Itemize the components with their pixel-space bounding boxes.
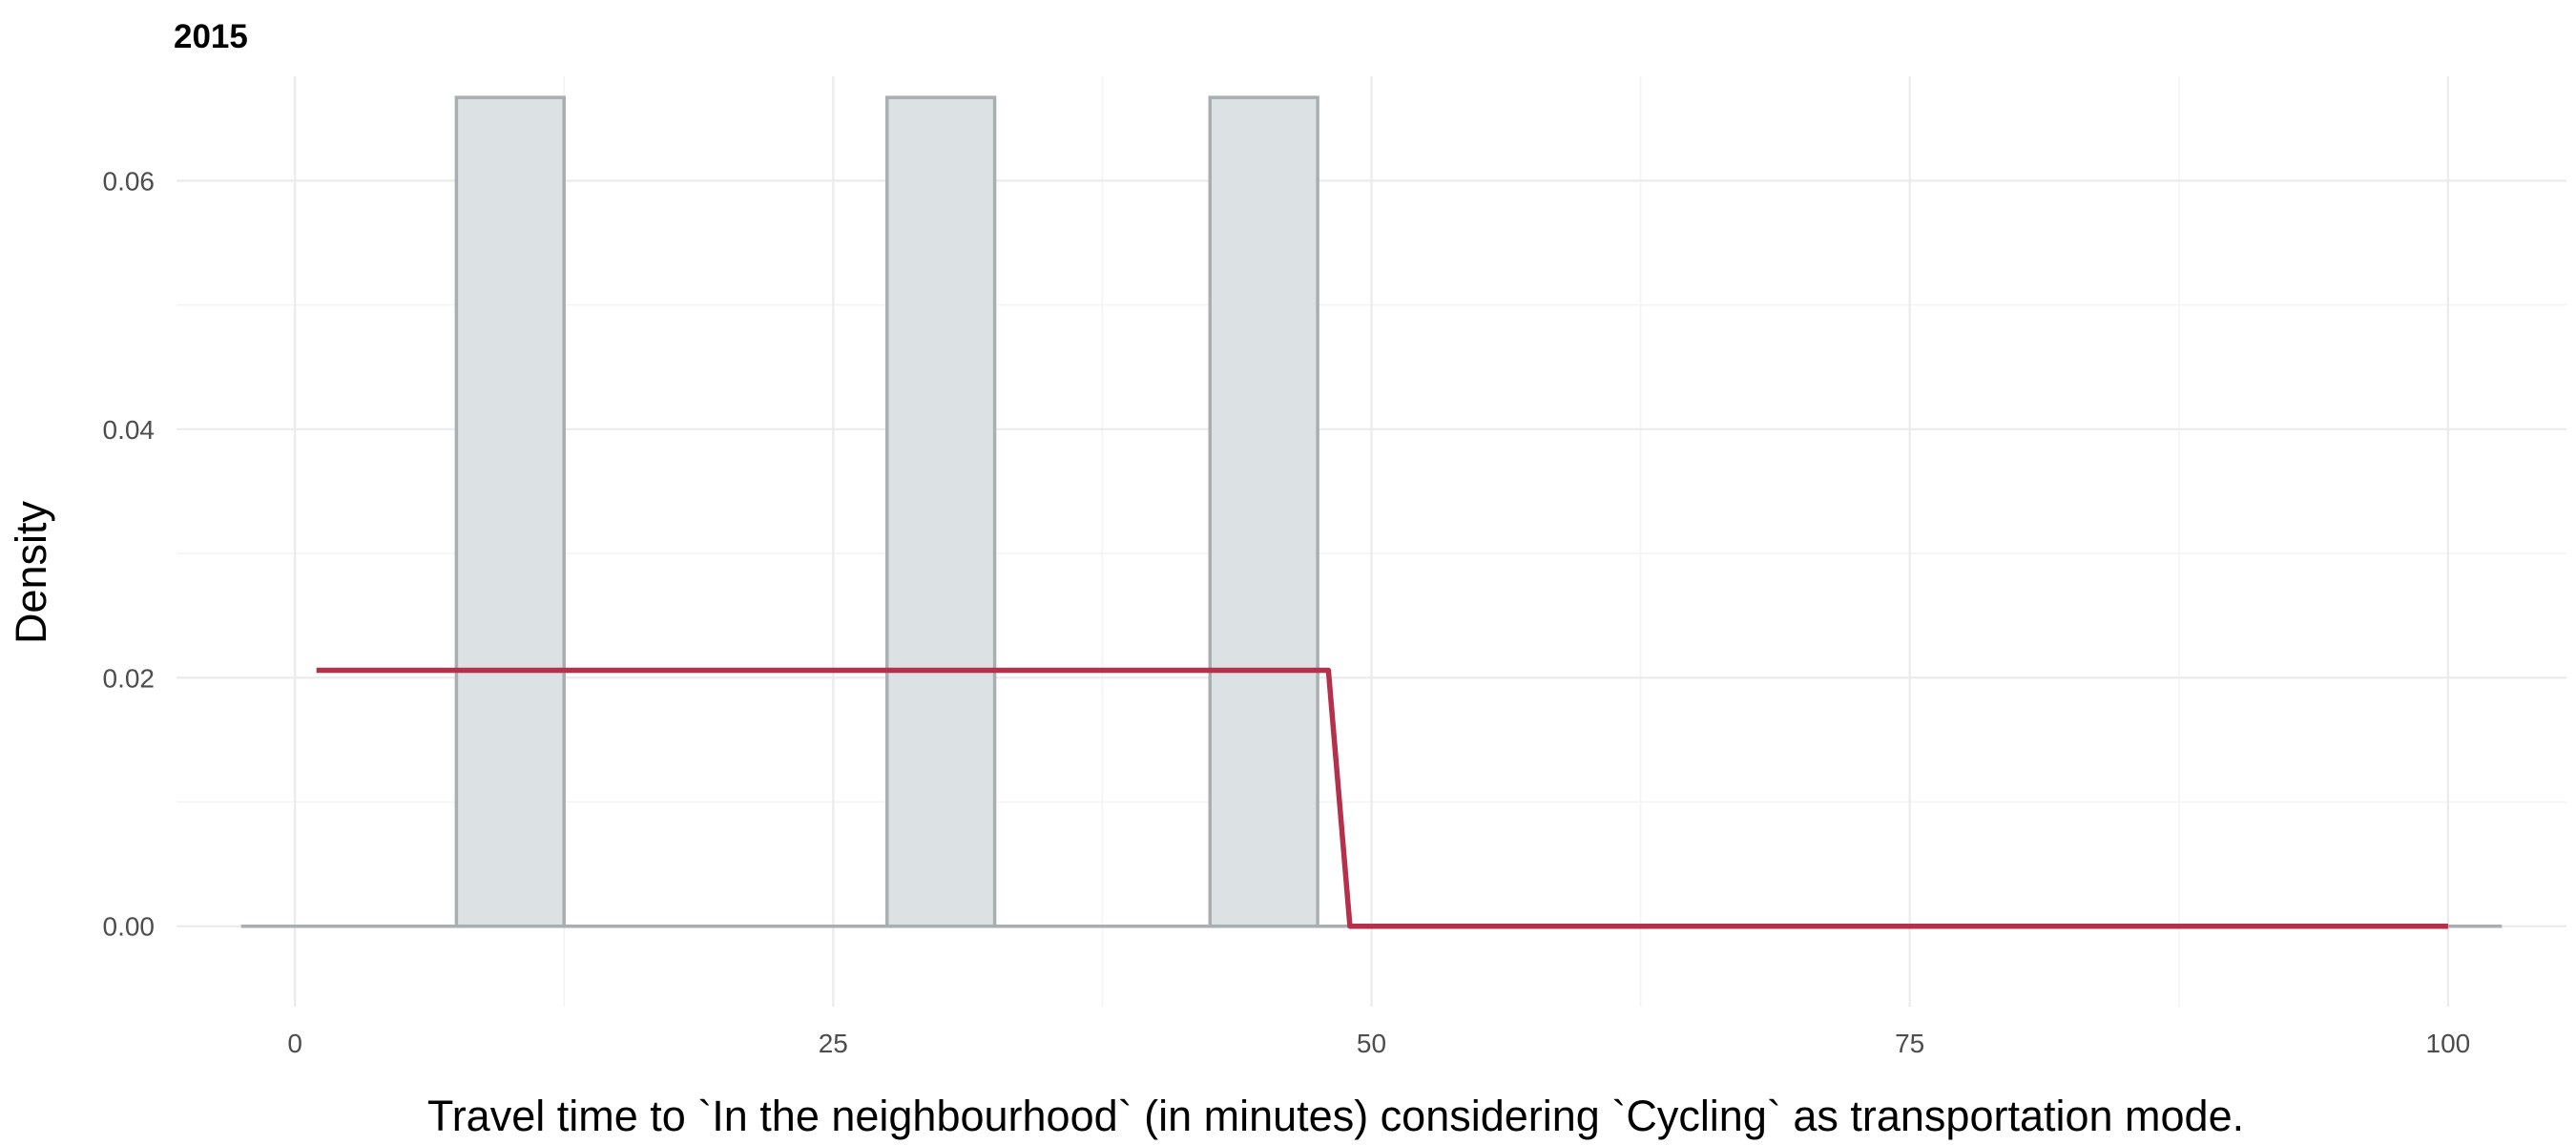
x-tick-label: 75 [1895,1029,1924,1058]
x-tick-label: 100 [2426,1029,2471,1058]
x-tick-label: 25 [819,1029,848,1058]
chart-title: 2015 [174,18,248,55]
density-line [316,667,2448,929]
histogram-bar [884,95,997,928]
y-tick-label: 0.06 [103,166,156,196]
histogram-bar [1208,95,1319,928]
histogram-bars [454,95,1319,928]
x-tick-label: 0 [287,1029,302,1058]
y-axis-ticks: 0.00 0.02 0.04 0.06 [103,166,156,941]
y-tick-label: 0.02 [103,663,156,693]
x-axis-ticks: 0 25 50 75 100 [287,1029,2470,1058]
histogram-bar [454,95,566,928]
x-axis-title: Travel time to `In the neighbourhood` (i… [427,1092,2244,1140]
density-line-layer [316,667,2448,929]
x-tick-label: 50 [1357,1029,1386,1058]
y-tick-label: 0.00 [103,912,156,942]
y-axis-title: Density [7,500,55,644]
y-tick-label: 0.04 [103,415,156,445]
